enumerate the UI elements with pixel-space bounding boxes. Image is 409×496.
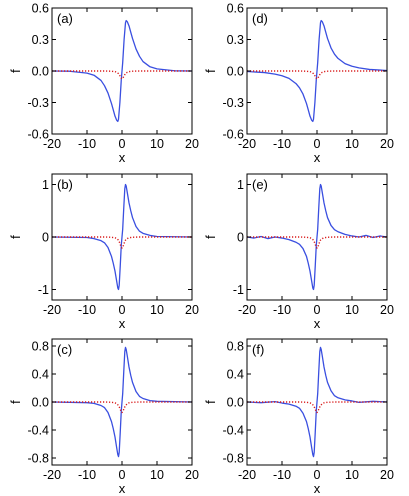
x-axis-label: x [119, 481, 126, 496]
y-tick-label: 0.8 [32, 340, 49, 354]
y-tick-label: 0.6 [227, 2, 244, 16]
x-tick-label: -10 [273, 137, 291, 151]
x-tick-label: 10 [150, 468, 164, 482]
series-line-1 [246, 183, 388, 291]
y-tick-label: -0.6 [27, 128, 49, 142]
x-axis-label: x [314, 316, 321, 331]
x-tick-label: 0 [314, 303, 321, 317]
y-tick-label: 0.4 [227, 368, 244, 382]
series-line-2 [52, 401, 192, 414]
series-line-1 [51, 346, 193, 458]
series-line-2 [247, 70, 387, 80]
x-tick-label: 10 [345, 468, 359, 482]
x-tick-label: 0 [314, 137, 321, 151]
x-tick-label: -20 [43, 468, 61, 482]
y-tick-label: -1 [233, 283, 244, 297]
y-tick-label: 0.0 [227, 396, 244, 410]
y-tick-label: -0.8 [222, 452, 244, 466]
panel-label: (d) [252, 11, 268, 26]
x-tick-label: 20 [185, 137, 199, 151]
x-tick-label: 0 [119, 468, 126, 482]
x-tick-label: -20 [238, 468, 256, 482]
series-line-1 [51, 19, 193, 123]
x-tick-label: 0 [119, 303, 126, 317]
y-tick-label: -0.3 [27, 96, 49, 110]
x-tick-label: -20 [43, 303, 61, 317]
y-tick-label: -0.8 [27, 452, 49, 466]
x-axis-label: x [314, 481, 321, 496]
y-tick-label: 0.0 [32, 396, 49, 410]
y-tick-label: 0.3 [227, 33, 244, 47]
y-tick-label: 0.8 [227, 340, 244, 354]
panel-label: (f) [252, 342, 264, 357]
panel-label: (e) [252, 177, 268, 192]
panel-label: (a) [57, 11, 73, 26]
x-tick-label: 10 [150, 303, 164, 317]
y-axis-label: f [8, 69, 23, 73]
panel-2: -20 -10 0 10 20 -0.6 -0.3 0.0 0.3 0.6 x f (d) [203, 2, 394, 166]
y-axis-label: f [203, 69, 218, 73]
x-tick-label: 10 [150, 137, 164, 151]
x-tick-label: 20 [380, 468, 394, 482]
x-tick-label: -20 [238, 137, 256, 151]
x-tick-label: -10 [78, 303, 96, 317]
y-tick-label: -0.4 [27, 424, 49, 438]
y-axis-label: f [8, 235, 23, 239]
series-line-1 [51, 183, 193, 291]
y-tick-label: 0.0 [227, 65, 244, 79]
y-tick-label: -0.6 [222, 128, 244, 142]
x-tick-label: 20 [185, 468, 199, 482]
y-tick-label: 0.3 [32, 33, 49, 47]
y-axis-label: f [203, 235, 218, 239]
x-tick-label: -20 [238, 303, 256, 317]
y-axis-label: f [203, 400, 218, 404]
y-tick-label: 0 [42, 231, 49, 245]
y-tick-label: -0.3 [222, 96, 244, 110]
series-line-2 [247, 236, 387, 249]
panel-5: -20 -10 0 10 20 -0.8 -0.4 0.0 0.4 0.8 x f (c) [8, 338, 199, 496]
series-line-2 [52, 236, 192, 249]
x-axis-label: x [314, 150, 321, 165]
panel-label: (c) [57, 342, 72, 357]
y-tick-label: -1 [38, 283, 49, 297]
y-tick-label: 0 [237, 231, 244, 245]
y-tick-label: -0.4 [222, 424, 244, 438]
x-axis-label: x [119, 150, 126, 165]
series-line-2 [52, 70, 192, 80]
series-line-2 [247, 401, 387, 414]
x-tick-label: 20 [380, 137, 394, 151]
x-tick-label: -10 [273, 468, 291, 482]
y-tick-label: 0.4 [32, 368, 49, 382]
x-tick-label: -10 [273, 303, 291, 317]
y-tick-label: 1 [42, 178, 49, 192]
panel-1: -20 -10 0 10 20 -0.6 -0.3 0.0 0.3 0.6 x f (a) [8, 2, 199, 166]
x-tick-label: -20 [43, 137, 61, 151]
x-tick-label: 10 [345, 303, 359, 317]
x-tick-label: -10 [78, 137, 96, 151]
y-tick-label: 0.0 [32, 65, 49, 79]
panel-label: (b) [57, 177, 73, 192]
x-axis-label: x [119, 316, 126, 331]
x-tick-label: 20 [185, 303, 199, 317]
series-line-1 [246, 19, 388, 123]
x-tick-label: -10 [78, 468, 96, 482]
y-tick-label: 0.6 [32, 2, 49, 16]
x-tick-label: 10 [345, 137, 359, 151]
x-tick-label: 20 [380, 303, 394, 317]
series-line-1 [246, 346, 388, 458]
panel-6: -20 -10 0 10 20 -0.8 -0.4 0.0 0.4 0.8 x f (f) [203, 338, 394, 496]
y-tick-label: 1 [237, 178, 244, 192]
x-tick-label: 0 [119, 137, 126, 151]
x-tick-label: 0 [314, 468, 321, 482]
y-axis-label: f [8, 400, 23, 404]
